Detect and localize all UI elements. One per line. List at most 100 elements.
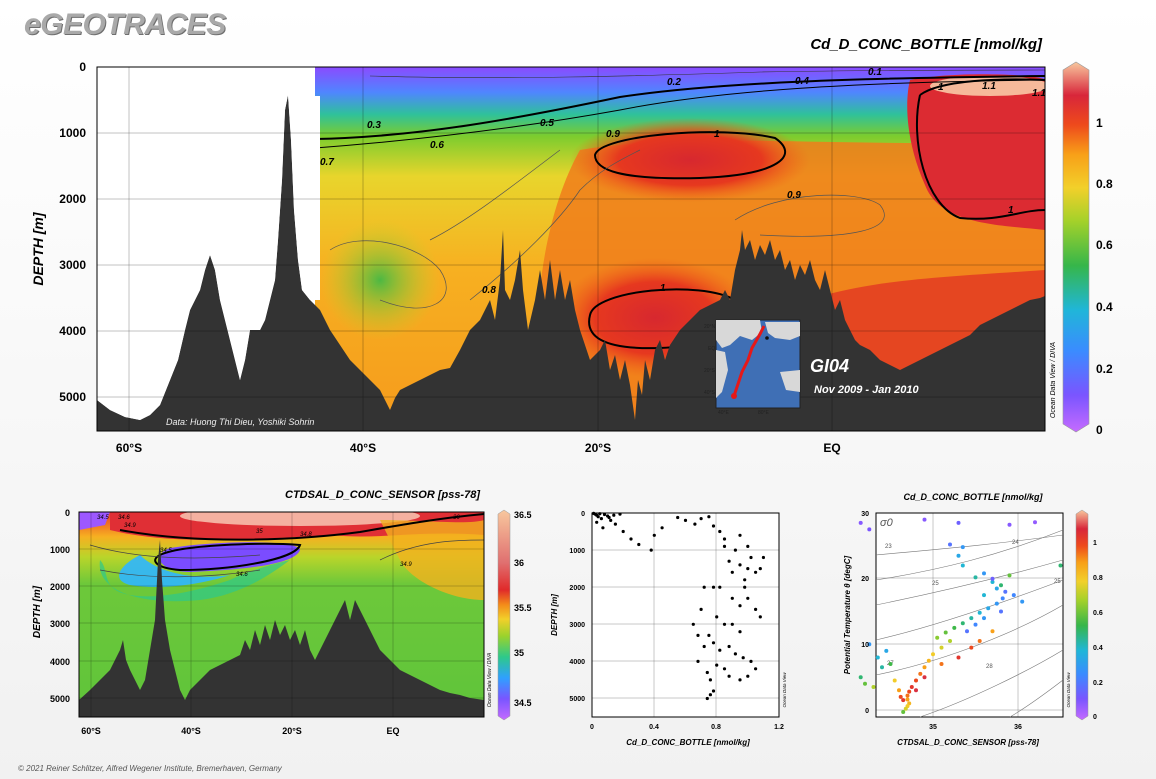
main-y-tick: 1000 (59, 126, 86, 140)
profile-y-tick: 3000 (569, 622, 585, 629)
sal-contour-label: 34.6 (236, 572, 248, 578)
contour-label: 1.1 (982, 81, 996, 92)
ts-point (1033, 520, 1037, 525)
ts-point (858, 675, 863, 680)
ts-point (973, 622, 978, 627)
colorbar-tick: 0.8 (1096, 177, 1113, 191)
main-y-axis-label: DEPTH [m] (30, 211, 46, 285)
profile-point (702, 644, 706, 649)
profile-point (754, 607, 758, 612)
profile-point (754, 667, 758, 671)
profile-point (754, 570, 758, 574)
ts-point (1003, 589, 1008, 594)
sal-x-tick: 20°S (282, 726, 302, 736)
main-y-tick: 0 (79, 60, 86, 74)
data-credit: Data: Huong Thi Dieu, Yoshiki Sohrin (166, 417, 314, 427)
contour-label: 0.2 (667, 77, 681, 88)
ts-x-tick: 35 (929, 724, 937, 731)
profile-point (708, 678, 713, 682)
main-section-title: Cd_D_CONC_BOTTLE [nmol/kg] (810, 36, 1042, 53)
profile-y-tick: 5000 (569, 696, 585, 703)
profile-point (738, 563, 742, 567)
profile-x-tick: 0.4 (649, 724, 659, 731)
profile-scatter-points (592, 511, 766, 701)
sal-contour-label: 34.6 (118, 515, 130, 521)
profile-point (607, 515, 611, 520)
profile-point (705, 670, 709, 675)
profile-point (595, 520, 599, 524)
ts-plot-title: Cd_D_CONC_BOTTLE [nmol/kg] (903, 492, 1043, 502)
ts-point (990, 580, 995, 584)
colorbar-tick: 0.6 (1096, 238, 1113, 252)
contour-label: 0.9 (787, 190, 801, 201)
ts-point (922, 665, 927, 670)
profile-point (758, 615, 762, 619)
inset-lat-label: EQ (708, 346, 715, 352)
profile-point (598, 512, 602, 516)
contour-label: 0.6 (430, 140, 444, 151)
sal-odv-note: Ocean Data View / DIVA (487, 652, 493, 707)
sal-colorbar-tick: 36.5 (514, 510, 532, 520)
ts-point (999, 583, 1003, 588)
profile-point (705, 696, 709, 701)
profile-point (727, 559, 731, 563)
isopycnal-label: 25 (932, 581, 939, 587)
ts-point (994, 586, 999, 591)
ts-point (888, 662, 893, 666)
isopycnal-label: 24 (1012, 540, 1019, 546)
profile-point (722, 667, 727, 671)
profile-point (699, 517, 703, 521)
ts-point (943, 630, 948, 635)
profile-x-axis-label: Cd_D_CONC_BOTTLE [nmol/kg] (626, 738, 750, 747)
profile-point (683, 518, 688, 523)
ts-point (892, 678, 897, 683)
profile-point (722, 622, 727, 626)
profile-point (649, 548, 653, 552)
profile-point (715, 663, 719, 667)
salinity-section-title: CTDSAL_D_CONC_SENSOR [pss-78] (285, 489, 480, 501)
ts-colorbar-tick: 0.8 (1093, 575, 1103, 582)
sal-y-tick: 4000 (50, 657, 70, 667)
sal-y-tick: 2000 (50, 582, 70, 592)
contour-label: 0.4 (795, 76, 809, 87)
salinity-seafloor (79, 540, 484, 717)
contour-label: 0.7 (320, 157, 334, 168)
profile-point (702, 585, 706, 589)
profile-point (738, 678, 742, 682)
ts-y-tick: 30 (861, 511, 869, 518)
profile-point (696, 659, 700, 664)
main-y-tick: 3000 (59, 258, 86, 272)
contour-label: 0.9 (606, 129, 620, 140)
ts-point (977, 639, 982, 643)
profile-point (746, 596, 750, 600)
ts-point (897, 688, 901, 693)
profile-plot-frame (591, 512, 780, 718)
sal-x-tick: 60°S (81, 726, 101, 736)
profile-point (715, 615, 719, 619)
profile-point (749, 555, 753, 560)
profile-point (738, 533, 742, 537)
sal-y-axis-label: DEPTH [m] (32, 585, 43, 638)
profile-point (730, 622, 734, 626)
cruise-track (732, 325, 766, 397)
profile-point (621, 529, 625, 534)
ts-point (922, 517, 927, 522)
profile-point (693, 522, 697, 526)
ts-point (918, 671, 923, 676)
cruise-period: Nov 2009 - Jan 2010 (814, 384, 919, 396)
contour-label: 0.5 (540, 118, 554, 129)
profile-point (722, 544, 727, 549)
main-y-tick: 5000 (59, 390, 86, 404)
ts-point (914, 688, 918, 693)
ts-y-tick: 0 (865, 708, 869, 715)
ts-plot-frame (875, 512, 1064, 718)
ts-point (960, 545, 965, 550)
ts-x-axis-label: CTDSAL_D_CONC_SENSOR [pss-78] (897, 738, 1039, 747)
profile-point (599, 517, 604, 521)
ts-point (939, 662, 944, 666)
ts-point (880, 665, 884, 670)
ts-point (907, 689, 912, 694)
ts-x-tick: 36 (1014, 724, 1022, 731)
contour-label: 1 (1008, 205, 1014, 216)
